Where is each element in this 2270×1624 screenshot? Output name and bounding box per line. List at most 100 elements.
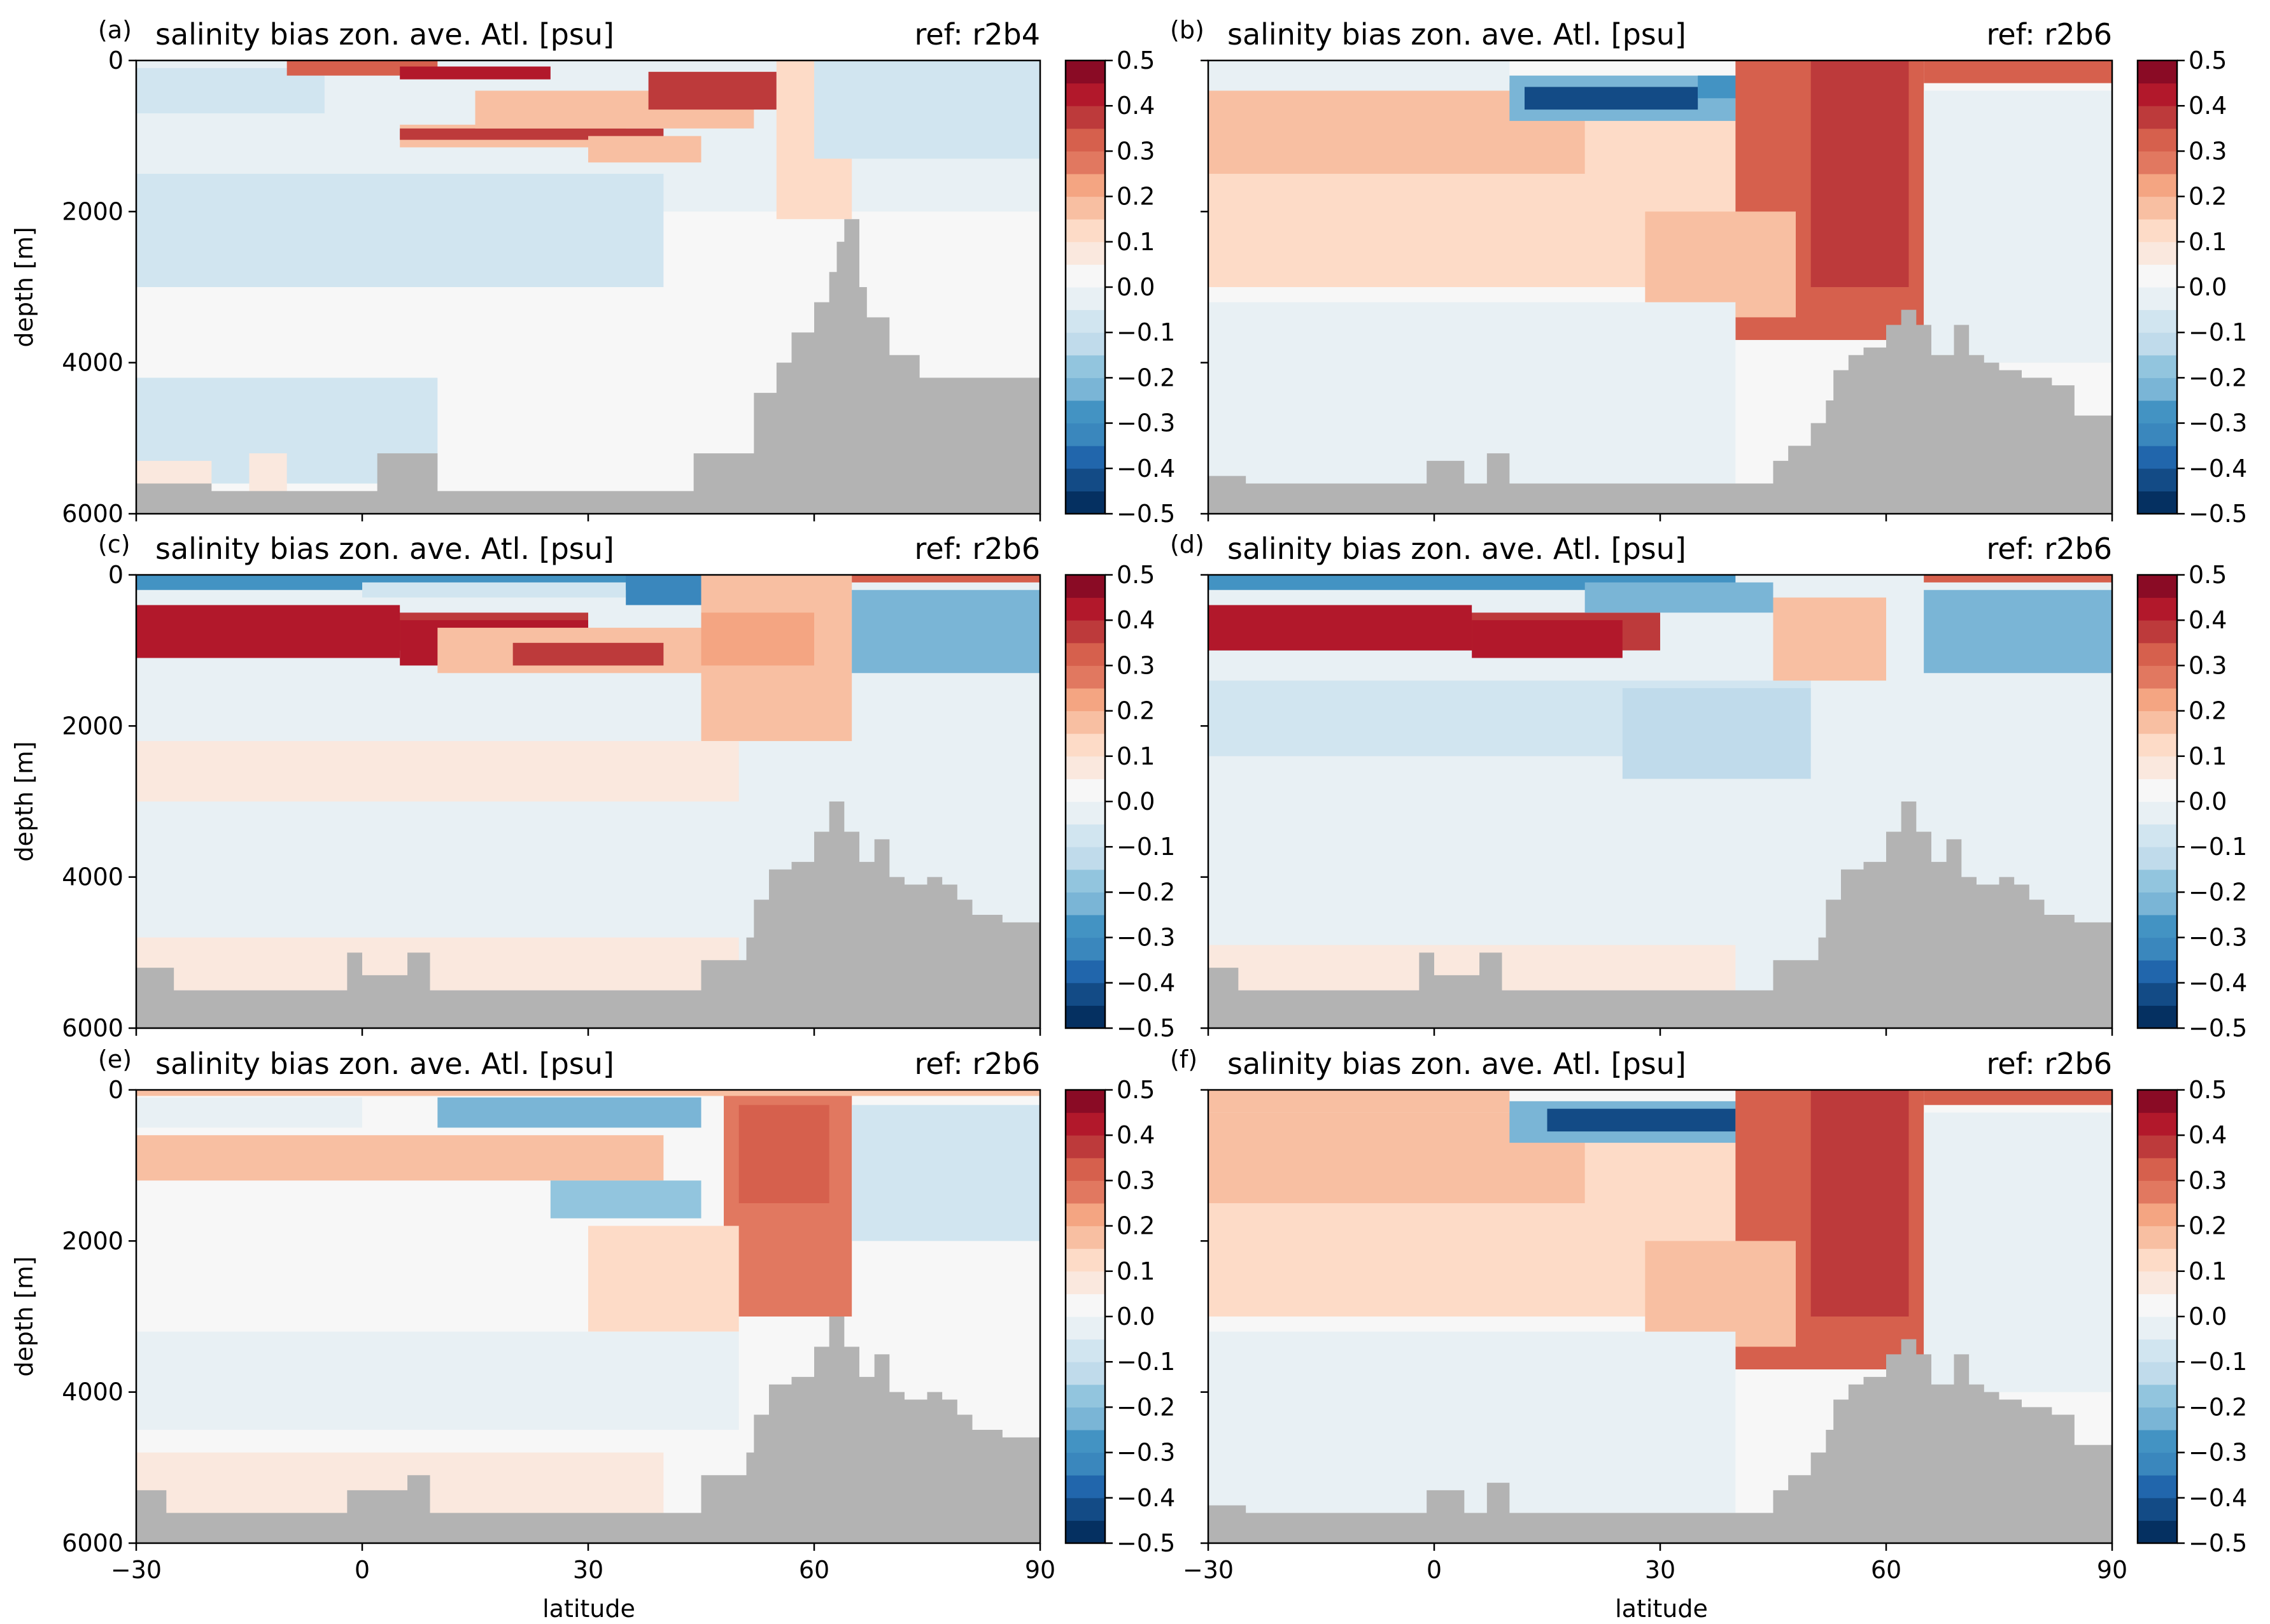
- colorbar-segment: [2138, 801, 2177, 825]
- colorbar-tick-label: 0.5: [2189, 561, 2227, 589]
- bias-cell: [286, 60, 438, 76]
- colorbar-segment: [1066, 575, 1105, 598]
- colorbar-tick-label: −0.5: [2189, 1529, 2247, 1557]
- colorbar-segment: [1066, 1180, 1105, 1204]
- bathymetry: [136, 1317, 1040, 1543]
- bias-cell: [136, 605, 400, 658]
- colorbar-segment: [1066, 915, 1105, 938]
- colorbar-segment: [2138, 378, 2177, 401]
- bias-cell: [1584, 582, 1773, 613]
- colorbar-segment: [1066, 1090, 1105, 1113]
- panel-ref: ref: r2b6: [1986, 1047, 2112, 1081]
- colorbar-segment: [2138, 1362, 2177, 1385]
- colorbar-segment: [2138, 60, 2177, 84]
- panel-title: salinity bias zon. ave. Atl. [psu]: [155, 1047, 614, 1081]
- bias-cell: [136, 937, 739, 991]
- colorbar-tick-label: −0.1: [2189, 1348, 2247, 1376]
- panel-ref: ref: r2b6: [914, 1047, 1040, 1081]
- colorbar-segment: [2138, 1180, 2177, 1204]
- colorbar-segment: [2138, 491, 2177, 514]
- panel-ref: ref: r2b6: [914, 532, 1040, 566]
- colorbar-segment: [1066, 824, 1105, 847]
- colorbar-segment: [2138, 620, 2177, 644]
- colorbar-segment: [2138, 960, 2177, 984]
- colorbar-segment: [1066, 1407, 1105, 1430]
- colorbar-tick-label: −0.2: [1117, 1393, 1175, 1421]
- colorbar-tick-label: 0.5: [1117, 561, 1155, 589]
- ytick-label: 4000: [62, 1378, 123, 1406]
- colorbar-segment: [2138, 309, 2177, 333]
- colorbar-segment: [2138, 1225, 2177, 1249]
- panel-title: salinity bias zon. ave. Atl. [psu]: [1227, 17, 1686, 52]
- colorbar-segment: [2138, 1520, 2177, 1544]
- colorbar-segment: [1066, 1362, 1105, 1385]
- colorbar-tick-label: 0.2: [2189, 1212, 2227, 1240]
- colorbar-segment: [2138, 1317, 2177, 1340]
- colorbar-segment: [1066, 756, 1105, 779]
- colorbar-tick-label: −0.5: [2189, 1014, 2247, 1042]
- colorbar-segment: [2138, 106, 2177, 129]
- colorbar-segment: [2138, 264, 2177, 288]
- colorbar-segment: [2138, 982, 2177, 1006]
- colorbar-segment: [1066, 1294, 1105, 1317]
- colorbar-segment: [1066, 491, 1105, 514]
- ytick-label: 0: [108, 1076, 123, 1104]
- colorbar-segment: [2138, 400, 2177, 424]
- colorbar-segment: [1066, 620, 1105, 644]
- colorbar-tick-label: 0.5: [2189, 46, 2227, 74]
- colorbar-tick-label: 0.5: [1117, 1076, 1155, 1104]
- bias-cell: [136, 1090, 1040, 1096]
- xtick-label: 30: [573, 1556, 603, 1584]
- ylabel: depth [m]: [10, 741, 38, 861]
- colorbar-segment: [1066, 83, 1105, 106]
- colorbar-segment: [2138, 710, 2177, 734]
- colorbar-segment: [2138, 847, 2177, 870]
- colorbar-segment: [2138, 1452, 2177, 1476]
- colorbar-segment: [1066, 1225, 1105, 1249]
- colorbar-segment: [2138, 642, 2177, 666]
- plot-area: [136, 60, 1040, 514]
- bathymetry: [136, 801, 1040, 1028]
- bias-cell: [1924, 90, 2112, 363]
- plot-area: [1208, 575, 2112, 1028]
- panel-title: salinity bias zon. ave. Atl. [psu]: [1227, 1047, 1686, 1081]
- ytick-label: 6000: [62, 500, 123, 528]
- colorbar-segment: [1066, 355, 1105, 378]
- colorbar-tick-label: 0.0: [2189, 787, 2227, 816]
- panel-label: (a): [98, 16, 132, 44]
- colorbar-tick-label: −0.1: [1117, 1348, 1175, 1376]
- colorbar-segment: [2138, 332, 2177, 356]
- colorbar-tick-label: −0.1: [2189, 318, 2247, 346]
- colorbar-tick-label: 0.0: [1117, 1303, 1155, 1331]
- ytick-label: 6000: [62, 1014, 123, 1042]
- bias-cell: [1622, 688, 1811, 779]
- colorbar-tick-label: 0.3: [2189, 137, 2227, 165]
- xtick-label: 90: [2097, 1556, 2127, 1584]
- colorbar-segment: [1066, 128, 1105, 152]
- colorbar-segment: [1066, 400, 1105, 424]
- colorbar-segment: [1066, 423, 1105, 446]
- colorbar-segment: [2138, 756, 2177, 779]
- colorbar-tick-label: −0.4: [2189, 455, 2247, 483]
- colorbar-tick-label: 0.3: [2189, 1166, 2227, 1194]
- colorbar-segment: [2138, 1005, 2177, 1029]
- bias-cell: [136, 1135, 664, 1181]
- colorbar-segment: [1066, 982, 1105, 1006]
- bias-cell: [852, 575, 1040, 583]
- colorbar-segment: [2138, 1497, 2177, 1521]
- bias-cell: [550, 1180, 701, 1218]
- colorbar-segment: [1066, 597, 1105, 621]
- colorbar-segment: [1066, 1112, 1105, 1136]
- plot-area: [136, 1090, 1040, 1543]
- colorbar-tick-label: 0.0: [1117, 273, 1155, 301]
- colorbar-tick-label: −0.4: [2189, 969, 2247, 997]
- colorbar-segment: [2138, 1384, 2177, 1408]
- panel-ref: ref: r2b6: [1986, 532, 2112, 566]
- colorbar-tick-label: −0.5: [1117, 1529, 1175, 1557]
- colorbar-segment: [2138, 1112, 2177, 1136]
- colorbar-segment: [2138, 733, 2177, 757]
- colorbar-segment: [2138, 241, 2177, 265]
- colorbar-segment: [1066, 106, 1105, 129]
- colorbar-segment: [1066, 1430, 1105, 1453]
- colorbar-tick-label: −0.1: [1117, 833, 1175, 861]
